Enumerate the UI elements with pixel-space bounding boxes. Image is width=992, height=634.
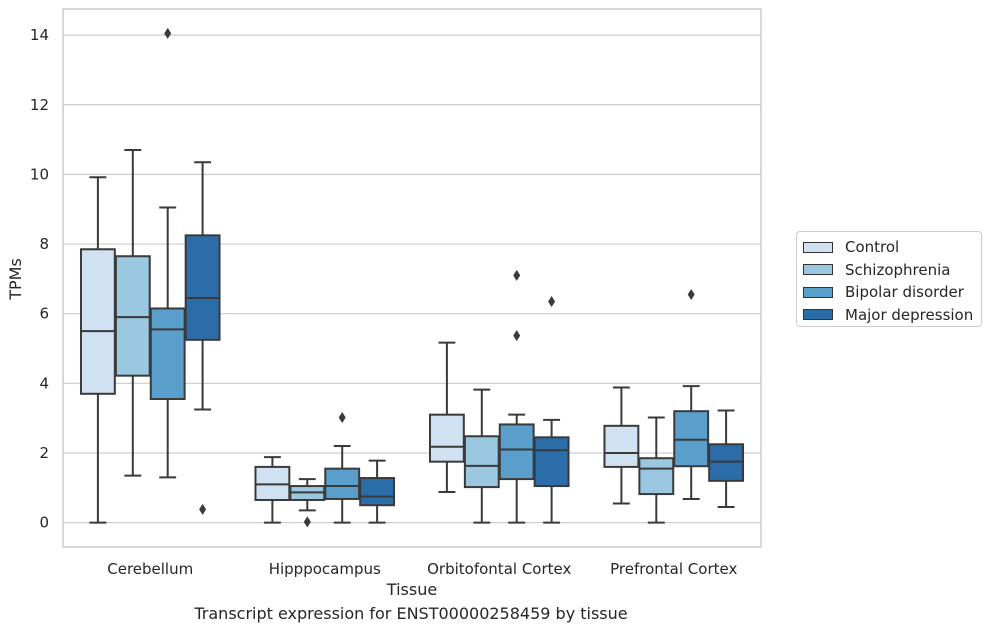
box-bipolar-disorder	[149, 27, 186, 479]
box-body	[79, 248, 116, 395]
box-bipolar-disorder	[673, 289, 710, 500]
box-bipolar-disorder	[324, 411, 361, 524]
y-tick-label: 12	[30, 96, 49, 114]
legend-swatch-control	[803, 241, 833, 253]
box-control	[603, 386, 640, 505]
y-tick-label: 0	[39, 514, 49, 532]
x-tick-label: Hipppocampus	[269, 560, 381, 578]
legend-item-schizophrenia: Schizophrenia	[803, 259, 981, 282]
y-tick-label: 10	[30, 165, 49, 183]
box-major-depression	[359, 459, 396, 524]
box-major-depression	[184, 161, 221, 515]
y-tick-labels: 0 2 4 6 8 10 12 14	[30, 26, 49, 532]
box-control	[254, 456, 291, 524]
x-axis-label: Tissue	[386, 580, 437, 599]
box-schizophrenia	[638, 416, 675, 524]
outlier-point	[303, 516, 311, 528]
box-major-depression	[708, 409, 745, 508]
box-body	[498, 423, 535, 481]
y-tick-label: 2	[39, 444, 49, 462]
legend-swatch-schizophrenia	[803, 264, 833, 276]
outlier-point	[199, 503, 207, 515]
legend-swatch-bipolar-disorder	[803, 286, 833, 298]
box-body	[463, 435, 500, 489]
box-body	[673, 410, 710, 468]
y-tick-label: 14	[30, 26, 49, 44]
legend-swatch-major-depression	[803, 309, 833, 321]
box-schizophrenia	[114, 149, 151, 477]
outlier-point	[687, 289, 695, 301]
outlier-point	[548, 296, 556, 308]
box-control	[79, 176, 116, 524]
box-schizophrenia	[463, 388, 500, 524]
legend-item-control: Control	[803, 236, 981, 259]
legend-item-major-depression: Major depression	[803, 304, 981, 327]
x-tick-label: Prefrontal Cortex	[610, 560, 737, 578]
box-body	[603, 424, 640, 468]
box-body	[533, 436, 570, 488]
y-tick-label: 4	[39, 374, 49, 392]
outlier-point	[338, 411, 346, 423]
box-body	[638, 457, 675, 496]
legend-label-schizophrenia: Schizophrenia	[845, 260, 951, 279]
box-body	[184, 234, 221, 341]
box-schizophrenia	[289, 478, 326, 528]
y-tick-label: 6	[39, 305, 49, 323]
legend-item-bipolar-disorder: Bipolar disorder	[803, 281, 981, 304]
boxes	[79, 27, 745, 528]
box-body	[359, 477, 396, 507]
y-axis-label: TPMs	[6, 258, 25, 301]
legend: Control Schizophrenia Bipolar disorder M…	[796, 231, 982, 327]
legend-label-major-depression: Major depression	[845, 305, 974, 324]
outlier-point	[164, 27, 172, 39]
box-body	[428, 413, 465, 463]
figure-caption: Transcript expression for ENST0000025845…	[194, 604, 628, 623]
plot-area-frame	[62, 8, 762, 548]
legend-label-bipolar-disorder: Bipolar disorder	[845, 283, 964, 302]
box-major-depression	[533, 296, 570, 524]
box-body	[149, 307, 186, 401]
x-tick-label: Cerebellum	[107, 560, 193, 578]
legend-label-control: Control	[845, 238, 900, 257]
outlier-point	[513, 269, 521, 281]
box-bipolar-disorder	[498, 269, 535, 524]
x-tick-labels: Cerebellum Hipppocampus Orbitofontal Corte…	[107, 560, 737, 578]
box-body	[324, 467, 361, 500]
outlier-point	[513, 330, 521, 342]
x-tick-label: Orbitofontal Cortex	[427, 560, 571, 578]
y-tick-label: 8	[39, 235, 49, 253]
box-control	[428, 341, 465, 493]
box-body	[114, 255, 151, 377]
